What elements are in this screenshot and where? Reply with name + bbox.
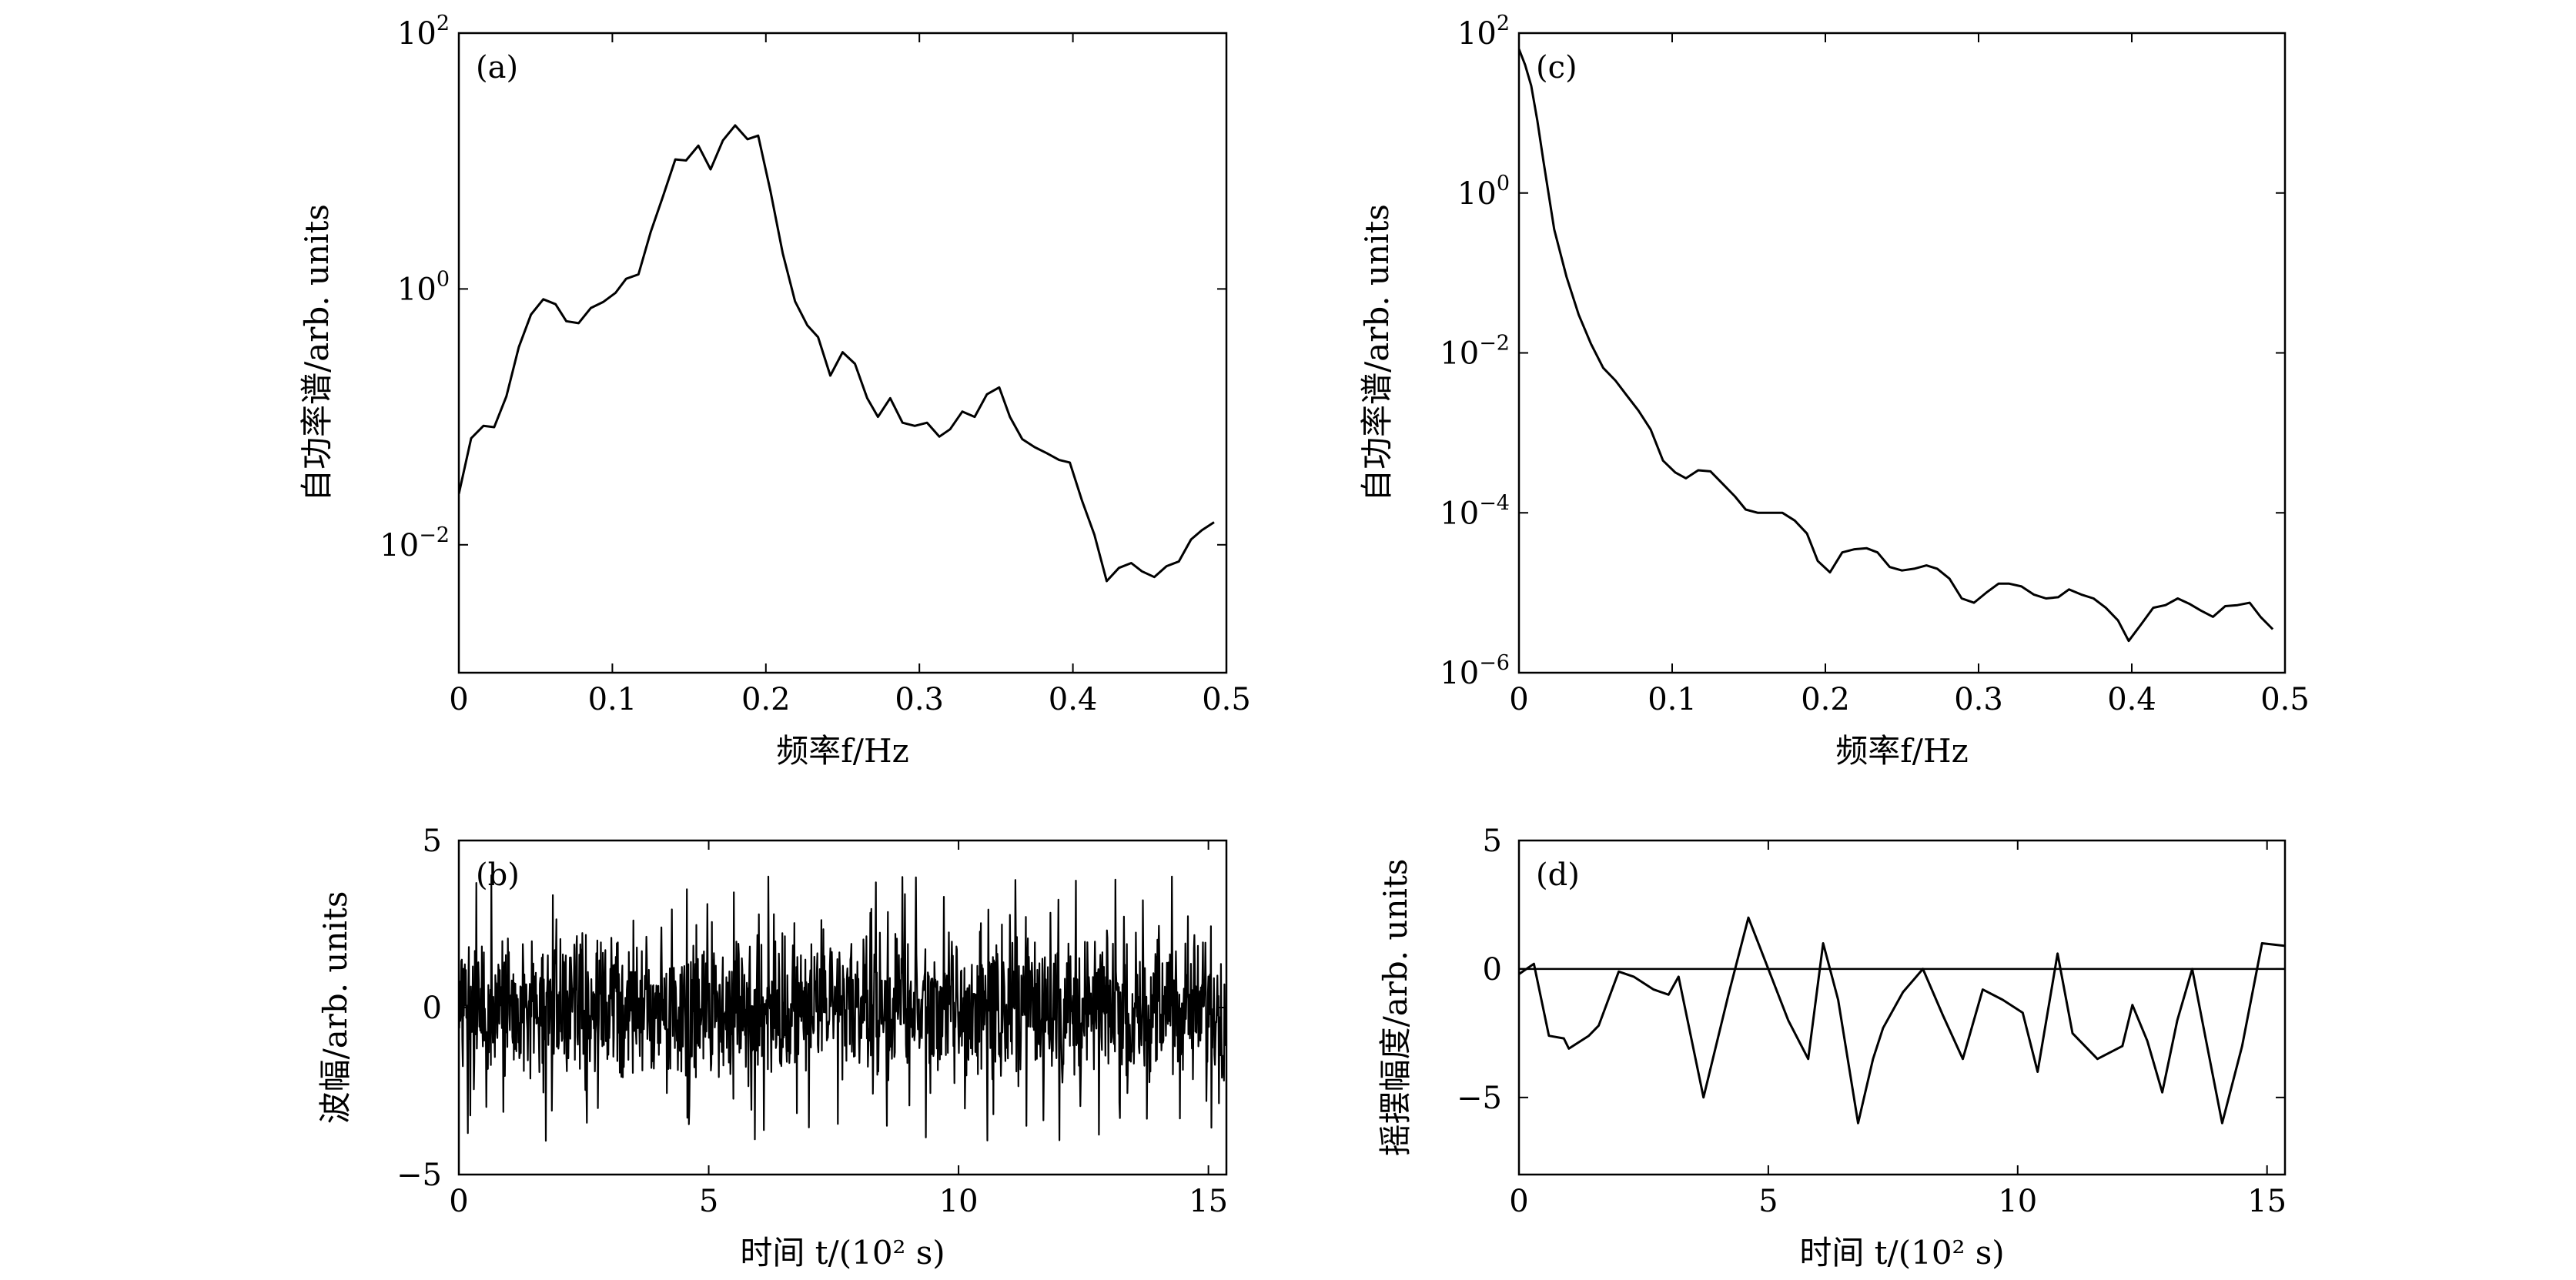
x-tick-label: 0.3 bbox=[1954, 682, 2003, 717]
y-tick-label: 100 bbox=[397, 267, 450, 307]
series-line bbox=[459, 124, 1215, 583]
x-tick-label: 0.5 bbox=[1202, 682, 1251, 717]
y-tick-label: 0 bbox=[1483, 952, 1502, 988]
y-tick-exponent: −2 bbox=[1479, 332, 1510, 356]
y-tick-base: 10 bbox=[1457, 176, 1497, 212]
y-tick-exponent: −4 bbox=[1479, 491, 1510, 515]
y-tick-exponent: 0 bbox=[437, 267, 450, 291]
x-tick-label: 0 bbox=[449, 682, 468, 717]
series-line bbox=[1519, 916, 2285, 1125]
plot-frame bbox=[457, 32, 1228, 674]
x-tick-label: 0 bbox=[1509, 682, 1528, 717]
y-axis-label: 自功率谱/arb. units bbox=[298, 204, 336, 502]
plot-frame bbox=[1517, 32, 2287, 674]
x-tick-label: 15 bbox=[1189, 1184, 1228, 1219]
x-tick-label: 0.4 bbox=[1049, 682, 1098, 717]
x-tick-label: 10 bbox=[1998, 1184, 2037, 1219]
y-tick-label: 102 bbox=[397, 12, 450, 52]
x-tick-label: 10 bbox=[939, 1184, 979, 1219]
x-tick-label: 0 bbox=[1509, 1184, 1528, 1219]
y-axis-label: 自功率谱/arb. units bbox=[1358, 204, 1396, 502]
y-tick-label: 10−2 bbox=[1440, 332, 1510, 372]
y-tick-base: 10 bbox=[1440, 656, 1479, 691]
x-axis-label: 时间 t/(10² s) bbox=[1799, 1234, 2004, 1272]
panel-0: 0 0.1 0.2 0.3 0.4 0.510210010−2频率f/Hz自功率谱/arb… bbox=[298, 12, 1251, 770]
y-tick-label: 10−2 bbox=[380, 523, 450, 563]
panel-2: 0 0.1 0.2 0.3 0.4 0.510210010−210−410−6频率f/Hz… bbox=[1358, 12, 2310, 770]
panel-tag: (c) bbox=[1536, 50, 1577, 85]
x-tick-label: 15 bbox=[2247, 1184, 2287, 1219]
y-tick-label: −5 bbox=[396, 1158, 442, 1193]
plot-frame bbox=[1517, 839, 2287, 1176]
x-tick-label: 0.4 bbox=[2107, 682, 2156, 717]
y-tick-base: 10 bbox=[380, 528, 419, 563]
y-tick-label: 100 bbox=[1457, 172, 1510, 212]
y-tick-exponent: 0 bbox=[1497, 172, 1510, 196]
x-tick-label: 0.1 bbox=[1648, 682, 1697, 717]
y-tick-label: 5 bbox=[423, 824, 442, 859]
y-tick-exponent: 2 bbox=[437, 12, 450, 35]
series-line bbox=[1519, 48, 2274, 643]
x-tick-label: 5 bbox=[699, 1184, 718, 1219]
y-tick-base: 10 bbox=[1440, 496, 1479, 531]
panel-tag: (b) bbox=[476, 857, 520, 893]
y-axis-label: 摇摆幅度/arb. units bbox=[1377, 859, 1414, 1157]
y-tick-base: 10 bbox=[1457, 16, 1497, 52]
y-tick-exponent: −6 bbox=[1479, 651, 1510, 675]
y-tick-label: −5 bbox=[1457, 1081, 1502, 1116]
panel-tag: (d) bbox=[1536, 857, 1580, 893]
y-tick-exponent: 2 bbox=[1497, 12, 1510, 35]
y-tick-label: 0 bbox=[423, 991, 442, 1026]
y-tick-label: 10−4 bbox=[1440, 491, 1510, 531]
panel-tag: (a) bbox=[476, 50, 518, 85]
series-line bbox=[459, 874, 1226, 1142]
y-tick-label: 102 bbox=[1457, 12, 1510, 52]
x-tick-label: 0.5 bbox=[2260, 682, 2310, 717]
panel-3: 0 5 10 15 5 0 −5 时间 t/(10² s) 摇摆幅度/arb. units (d) bbox=[1377, 824, 2287, 1272]
y-tick-exponent: −2 bbox=[419, 523, 450, 547]
x-tick-label: 0.2 bbox=[741, 682, 791, 717]
y-tick-base: 10 bbox=[397, 16, 437, 52]
x-tick-label: 0.1 bbox=[588, 682, 637, 717]
x-tick-label: 0.3 bbox=[895, 682, 944, 717]
x-tick-label: 0 bbox=[449, 1184, 468, 1219]
y-tick-base: 10 bbox=[1440, 336, 1479, 372]
x-axis-label: 频率f/Hz bbox=[776, 732, 908, 770]
y-axis-label: 波幅/arb. units bbox=[316, 891, 354, 1125]
x-axis-label: 频率f/Hz bbox=[1835, 732, 1968, 770]
y-tick-label: 5 bbox=[1483, 824, 1502, 859]
y-tick-base: 10 bbox=[397, 272, 437, 307]
x-tick-label: 0.2 bbox=[1801, 682, 1850, 717]
x-axis-label: 时间 t/(10² s) bbox=[740, 1234, 945, 1272]
x-tick-label: 5 bbox=[1758, 1184, 1778, 1219]
y-tick-label: 10−6 bbox=[1440, 651, 1510, 691]
